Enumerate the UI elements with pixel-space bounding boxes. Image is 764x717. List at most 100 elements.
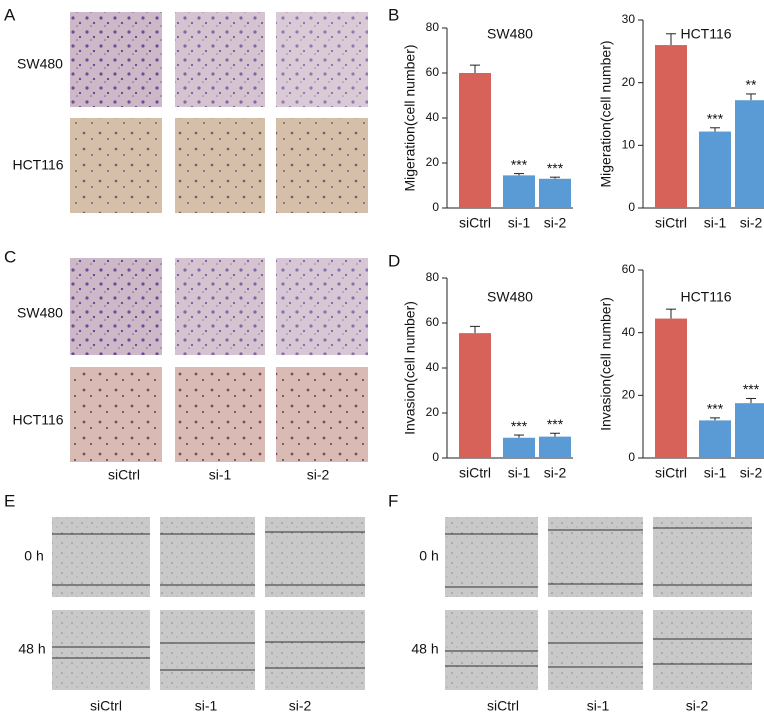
micrograph	[70, 12, 162, 107]
panel-label: F	[388, 491, 398, 510]
bar	[655, 318, 687, 458]
y-tick-label: 10	[622, 138, 636, 152]
chart-title: SW480	[487, 26, 533, 42]
y-tick-label: 60	[426, 315, 440, 329]
panel-label: D	[388, 251, 400, 270]
row-label: HCT116	[12, 412, 63, 428]
x-tick-label: siCtrl	[459, 215, 491, 231]
y-axis-label: Invasion(cell number)	[598, 297, 614, 431]
micrograph	[445, 610, 538, 690]
x-tick-label: si-2	[740, 215, 763, 231]
micrographs	[52, 12, 752, 690]
micrograph	[175, 258, 265, 355]
micrograph	[52, 517, 150, 597]
bar	[699, 131, 731, 208]
column-label: si-2	[307, 467, 330, 483]
micrograph	[70, 367, 162, 462]
bar	[539, 436, 571, 458]
bar	[735, 100, 764, 208]
bar	[459, 333, 491, 458]
micrograph	[70, 118, 162, 213]
bar	[459, 73, 491, 208]
x-tick-label: si-1	[704, 215, 727, 231]
chart-title: HCT116	[680, 289, 731, 305]
micrograph	[175, 118, 265, 213]
bar-chart: 0 10 20 30 Migeration(cell number) HCT116 siCt…	[598, 12, 764, 231]
column-label: siCtrl	[487, 698, 519, 714]
bar	[699, 420, 731, 458]
y-tick-label: 0	[432, 200, 439, 214]
micrograph	[653, 610, 752, 690]
y-tick-label: 80	[426, 20, 440, 34]
row-label: HCT116	[12, 157, 63, 173]
y-axis-label: Migeration(cell number)	[402, 44, 418, 191]
chart-title: SW480	[487, 289, 533, 305]
x-tick-label: siCtrl	[655, 215, 687, 231]
y-axis-label: Migeration(cell number)	[598, 40, 614, 187]
row-label: 0 h	[24, 548, 43, 564]
panel-label: A	[4, 5, 16, 24]
bar-chart: 0 20 40 60 Invasion(cell number) HCT116 siCtrl…	[598, 262, 764, 481]
column-label: si-1	[209, 467, 232, 483]
micrograph	[175, 12, 265, 107]
wound-edges	[52, 527, 752, 671]
y-tick-label: 0	[628, 200, 635, 214]
y-tick-label: 60	[426, 65, 440, 79]
y-axis-label: Invasion(cell number)	[402, 301, 418, 435]
x-tick-label: si-1	[704, 465, 727, 481]
micrograph	[160, 517, 255, 597]
micrograph	[276, 367, 368, 462]
y-tick-label: 0	[628, 450, 635, 464]
column-label: si-2	[686, 698, 709, 714]
y-tick-label: 20	[622, 75, 636, 89]
significance-label: ***	[547, 160, 564, 176]
column-label: si-2	[289, 698, 312, 714]
micrograph	[52, 610, 150, 690]
micrograph	[445, 517, 538, 597]
row-label: SW480	[17, 56, 63, 72]
panel-label: B	[388, 5, 399, 24]
bar	[539, 178, 571, 208]
bar	[503, 437, 535, 458]
x-tick-label: si-2	[544, 215, 567, 231]
micrograph	[653, 517, 752, 597]
micrograph	[276, 118, 368, 213]
micrograph	[276, 258, 368, 355]
micrograph	[548, 610, 643, 690]
x-tick-label: si-2	[544, 465, 567, 481]
panel-label: C	[4, 247, 16, 266]
row-label: 48 h	[411, 641, 438, 657]
column-label: siCtrl	[90, 698, 122, 714]
panel-label: E	[4, 491, 15, 510]
column-label: si-1	[587, 698, 610, 714]
y-tick-label: 80	[426, 270, 440, 284]
y-tick-label: 30	[622, 12, 636, 26]
y-tick-label: 0	[432, 450, 439, 464]
micrograph	[70, 258, 162, 355]
y-tick-label: 40	[426, 360, 440, 374]
bar-chart: 0 20 40 60 80 Migeration(cell number) SW480 siC…	[402, 20, 573, 231]
x-tick-label: siCtrl	[459, 465, 491, 481]
micrograph	[276, 12, 368, 107]
micrograph	[160, 610, 255, 690]
significance-label: ***	[743, 381, 760, 397]
bar	[655, 45, 687, 208]
micrograph	[265, 610, 365, 690]
y-tick-label: 20	[426, 155, 440, 169]
bar-chart: 0 20 40 60 80 Invasion(cell number) SW480 siCtr…	[402, 270, 573, 481]
bar	[503, 175, 535, 208]
significance-label: ***	[511, 418, 528, 434]
row-label: SW480	[17, 305, 63, 321]
significance-label: ***	[707, 401, 724, 417]
y-tick-label: 20	[426, 405, 440, 419]
y-tick-label: 40	[426, 110, 440, 124]
significance-label: ***	[707, 110, 724, 126]
row-label: 0 h	[419, 548, 438, 564]
chart-title: HCT116	[680, 26, 731, 42]
y-tick-label: 40	[622, 325, 636, 339]
column-label: si-1	[195, 698, 218, 714]
row-label: 48 h	[18, 641, 45, 657]
micrograph	[175, 367, 265, 462]
x-tick-label: si-1	[508, 215, 531, 231]
